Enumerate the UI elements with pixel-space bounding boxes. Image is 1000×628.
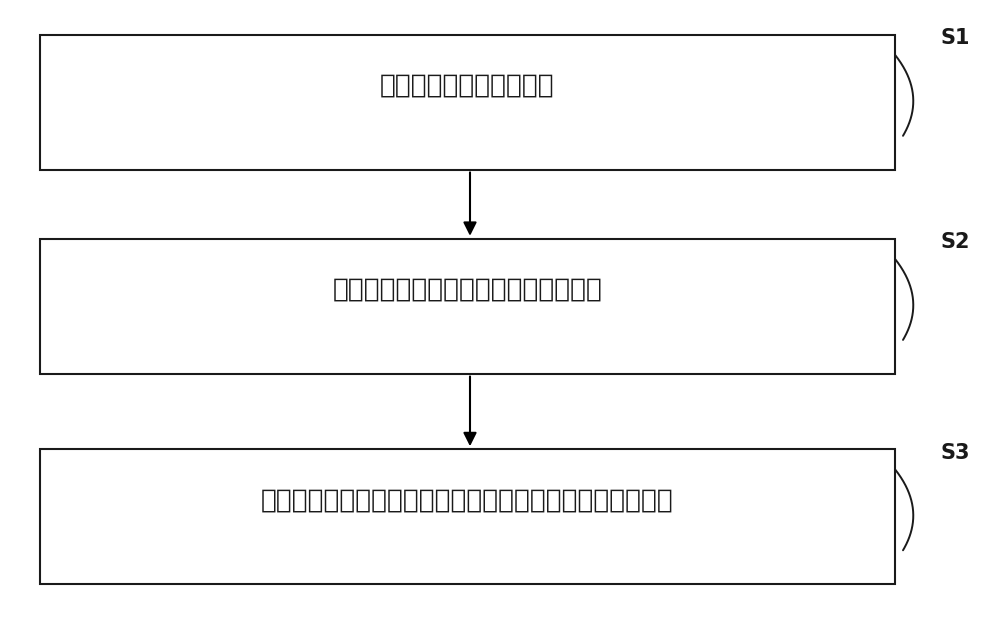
Bar [40,449,895,584]
Bar [40,35,895,170]
Text: 根据预设参数及采集到的磁性信号，校准所述实时末端深度: 根据预设参数及采集到的磁性信号，校准所述实时末端深度 [261,487,674,513]
Text: S2: S2 [940,232,970,252]
Text: S3: S3 [940,443,970,463]
Text: S1: S1 [940,28,970,48]
Bar [40,239,895,374]
Text: 获取预设参数及计数信号: 获取预设参数及计数信号 [380,73,555,99]
Text: 根据所述计数信号，确定实时末端深度: 根据所述计数信号，确定实时末端深度 [333,277,602,303]
